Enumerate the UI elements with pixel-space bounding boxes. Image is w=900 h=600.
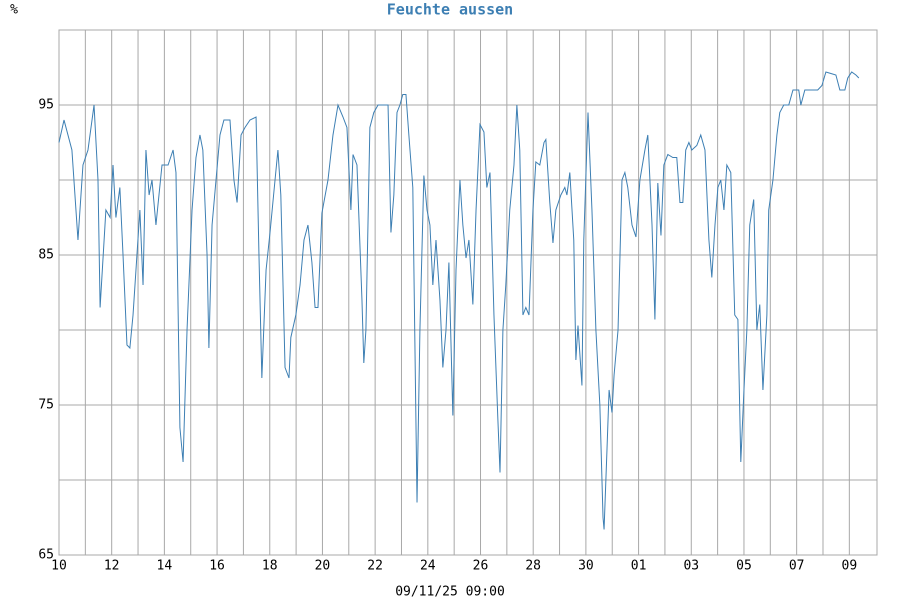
x-tick-label: 18 [262, 559, 278, 574]
y-tick-label: 95 [38, 98, 54, 113]
y-tick-label: 65 [38, 548, 54, 563]
x-tick-label: 26 [473, 559, 489, 574]
x-tick-label: 10 [51, 559, 67, 574]
x-tick-label: 14 [157, 559, 173, 574]
y-tick-label: 75 [38, 398, 54, 413]
y-tick-label: 85 [38, 248, 54, 263]
y-axis-label: % [10, 3, 18, 18]
x-tick-label: 01 [631, 559, 647, 574]
x-tick-label: 12 [104, 559, 120, 574]
x-axis-label: 09/11/25 09:00 [395, 585, 505, 600]
x-tick-label: 28 [525, 559, 541, 574]
x-tick-label: 05 [736, 559, 752, 574]
x-tick-label: 22 [367, 559, 383, 574]
chart-title: Feuchte aussen [387, 1, 513, 19]
x-tick-label: 20 [315, 559, 331, 574]
plot-frame [58, 29, 878, 556]
x-tick-label: 24 [420, 559, 436, 574]
x-tick-label: 16 [209, 559, 225, 574]
x-tick-label: 30 [578, 559, 594, 574]
x-tick-label: 03 [683, 559, 699, 574]
x-tick-label: 09 [842, 559, 858, 574]
data-line [58, 71, 860, 530]
x-tick-label: 07 [789, 559, 805, 574]
